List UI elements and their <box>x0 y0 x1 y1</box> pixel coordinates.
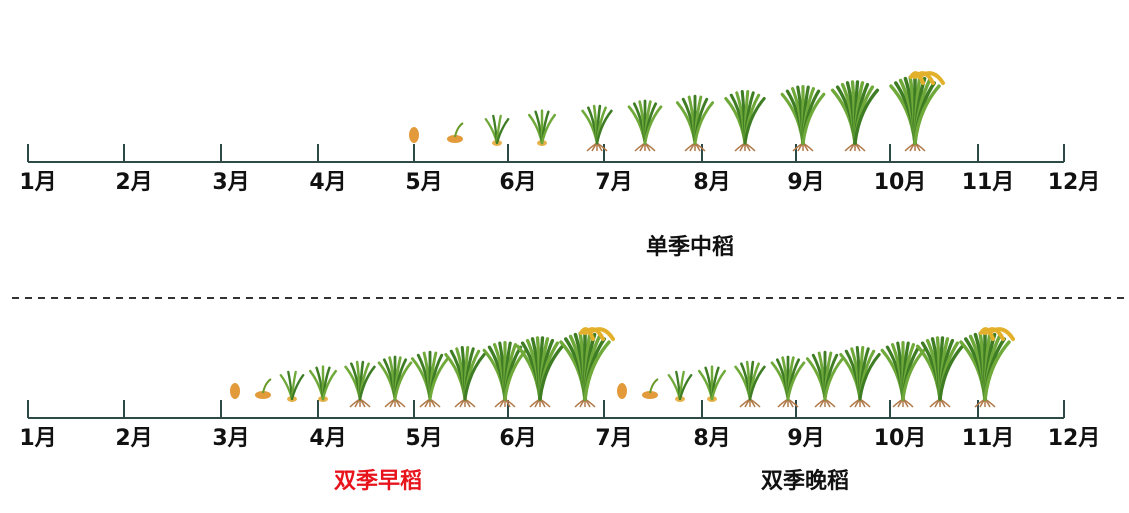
plant <box>255 378 272 399</box>
blade <box>938 344 965 401</box>
blade <box>983 340 1011 401</box>
plant <box>559 327 615 408</box>
blade <box>913 84 941 145</box>
plant <box>617 383 627 399</box>
month-label: 11月 <box>962 170 1015 195</box>
plant <box>484 114 510 146</box>
month-label: 8月 <box>693 426 730 451</box>
seed <box>255 391 271 399</box>
month-label: 5月 <box>405 426 442 451</box>
blade <box>393 361 413 401</box>
plant <box>697 365 727 402</box>
month-label: 1月 <box>19 170 56 195</box>
plant <box>409 127 419 143</box>
blade <box>853 88 880 145</box>
blade <box>858 352 881 401</box>
blade <box>710 369 727 401</box>
plant <box>515 336 565 408</box>
plant <box>447 122 464 143</box>
sprout <box>454 122 464 138</box>
plant <box>344 360 376 408</box>
blade <box>321 369 338 401</box>
blade <box>693 101 715 145</box>
crop-label: 双季早稻 <box>334 469 422 494</box>
month-label: 3月 <box>212 426 249 451</box>
month-label: 3月 <box>212 170 249 195</box>
month-label: 7月 <box>595 170 632 195</box>
plant <box>230 383 240 399</box>
plant <box>915 336 965 408</box>
plant <box>444 346 486 408</box>
seed <box>642 391 658 399</box>
plant <box>410 350 450 408</box>
month-label: 10月 <box>874 426 927 451</box>
sprout <box>262 378 272 394</box>
blade <box>358 365 376 401</box>
plant <box>880 341 926 408</box>
plant <box>527 109 557 146</box>
plant <box>830 80 880 152</box>
seed <box>447 135 463 143</box>
month-label: 12月 <box>1048 426 1101 451</box>
plant <box>581 104 613 152</box>
plant <box>780 85 826 152</box>
plant <box>675 94 715 152</box>
plant <box>839 346 881 408</box>
plant <box>642 378 659 399</box>
plant <box>889 71 945 152</box>
crop-label: 单季中稻 <box>646 235 734 260</box>
plant <box>805 350 845 408</box>
panicle <box>917 71 945 85</box>
month-label: 4月 <box>309 426 346 451</box>
seed <box>409 127 419 143</box>
blade <box>583 340 611 401</box>
blade <box>801 92 826 145</box>
blade <box>748 365 766 401</box>
plant <box>959 327 1015 408</box>
month-label: 6月 <box>499 170 536 195</box>
blade <box>743 96 766 145</box>
blade <box>540 113 557 145</box>
blade <box>290 374 305 401</box>
blade <box>595 109 613 145</box>
plant <box>308 365 338 402</box>
month-label: 7月 <box>595 426 632 451</box>
plant <box>377 355 413 408</box>
crop-label: 双季晚稻 <box>761 469 849 494</box>
plant <box>724 90 766 152</box>
month-label: 8月 <box>693 170 730 195</box>
month-label: 2月 <box>115 170 152 195</box>
plant <box>667 370 693 402</box>
month-label: 4月 <box>309 170 346 195</box>
month-label: 6月 <box>499 426 536 451</box>
blade <box>495 118 510 145</box>
month-label: 2月 <box>115 426 152 451</box>
blade <box>428 357 450 401</box>
month-label: 5月 <box>405 170 442 195</box>
month-label: 10月 <box>874 170 927 195</box>
month-label: 9月 <box>787 170 824 195</box>
seed <box>617 383 627 399</box>
plant <box>279 370 305 402</box>
plant <box>627 99 663 152</box>
panicle <box>987 327 1015 341</box>
seed <box>230 383 240 399</box>
blade <box>538 344 565 401</box>
panicle <box>587 327 615 341</box>
sprout <box>649 378 659 394</box>
blade <box>823 357 845 401</box>
month-label: 9月 <box>787 426 824 451</box>
month-label: 1月 <box>19 426 56 451</box>
plant <box>770 355 806 408</box>
blade <box>678 374 693 401</box>
blade <box>786 361 806 401</box>
month-label: 12月 <box>1048 170 1101 195</box>
blade <box>643 105 663 145</box>
blade <box>463 352 486 401</box>
plant <box>482 341 528 408</box>
month-label: 11月 <box>962 426 1015 451</box>
blade <box>901 348 926 401</box>
plant <box>734 360 766 408</box>
